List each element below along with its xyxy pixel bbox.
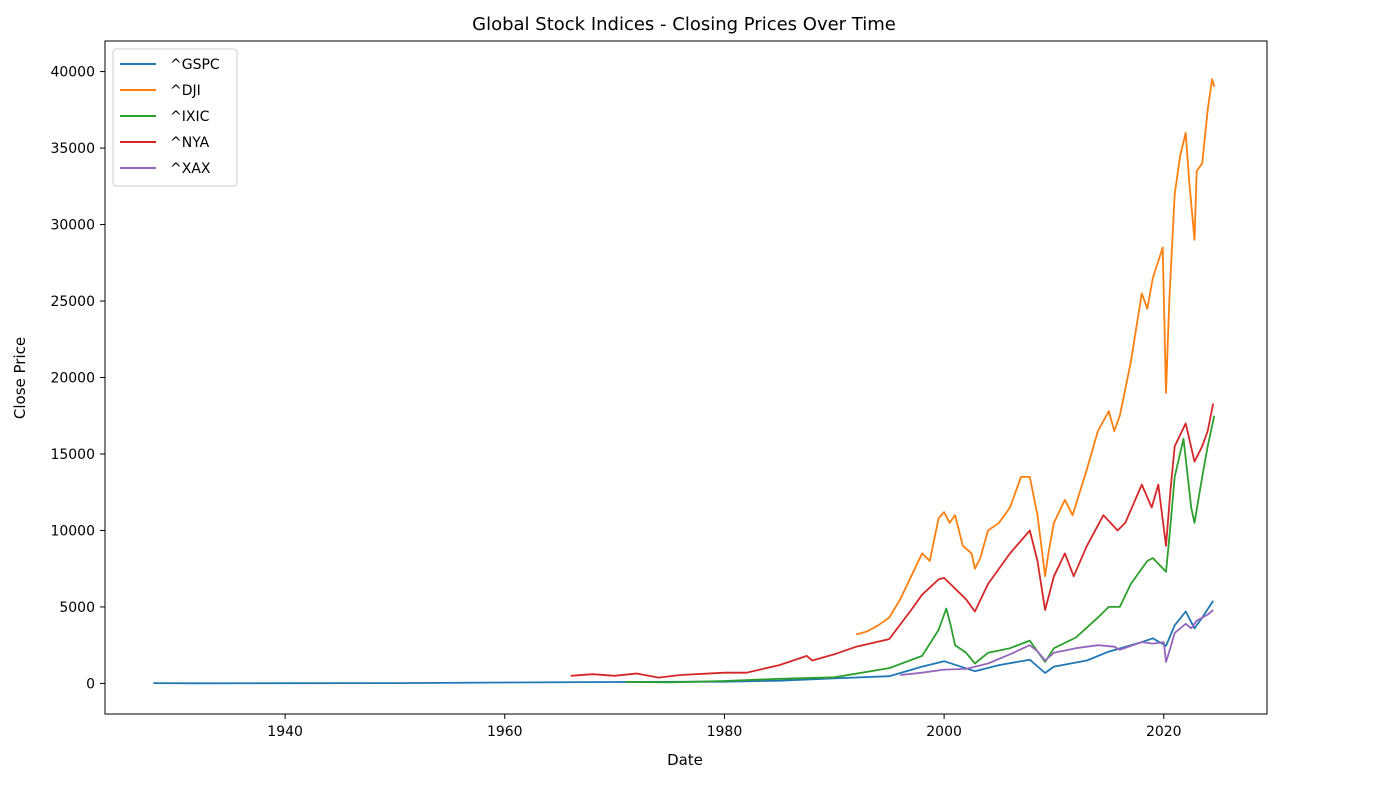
x-axis: 1940 1960 1980 2000 2020 (267, 714, 1182, 740)
legend-label-nya: ^NYA (170, 135, 210, 151)
plot-area-frame (104, 40, 1268, 715)
plot-lines (153, 78, 1216, 685)
series-line-xax (900, 609, 1214, 676)
y-tick-label: 25000 (50, 294, 95, 310)
series-line-nya (570, 403, 1215, 679)
y-tick-label: 15000 (50, 447, 95, 463)
y-tick-label: 20000 (50, 371, 95, 387)
legend-label-ixic: ^IXIC (170, 109, 210, 125)
x-tick-label: 1940 (267, 724, 303, 740)
legend-label-dji: ^DJI (170, 83, 201, 99)
y-tick-label: 40000 (50, 65, 95, 81)
x-tick-label: 2000 (926, 724, 962, 740)
legend-label-gspc: ^GSPC (170, 57, 220, 73)
legend-label-xax: ^XAX (170, 161, 211, 177)
y-axis-label: Close Price (11, 337, 29, 419)
series-line-ixic (625, 415, 1216, 684)
y-tick-label: 5000 (59, 600, 95, 616)
y-tick-label: 30000 (50, 218, 95, 234)
legend-frame (112, 48, 238, 187)
x-axis-label: Date (667, 751, 703, 769)
chart-title: Global Stock Indices - Closing Prices Ov… (472, 14, 896, 35)
legend: ^GSPC ^DJI ^IXIC ^NYA ^XAX (112, 48, 238, 187)
x-tick-label: 1980 (707, 724, 743, 740)
series-line-dji (855, 78, 1216, 636)
series-line-gspc (153, 600, 1214, 685)
x-tick-label: 2020 (1146, 724, 1182, 740)
y-tick-label: 10000 (50, 523, 95, 539)
y-tick-label: 0 (86, 676, 95, 692)
y-axis: 0 5000 10000 15000 20000 25000 30000 35000 40000 (50, 65, 105, 692)
x-tick-label: 1960 (487, 724, 523, 740)
y-tick-label: 35000 (50, 141, 95, 157)
